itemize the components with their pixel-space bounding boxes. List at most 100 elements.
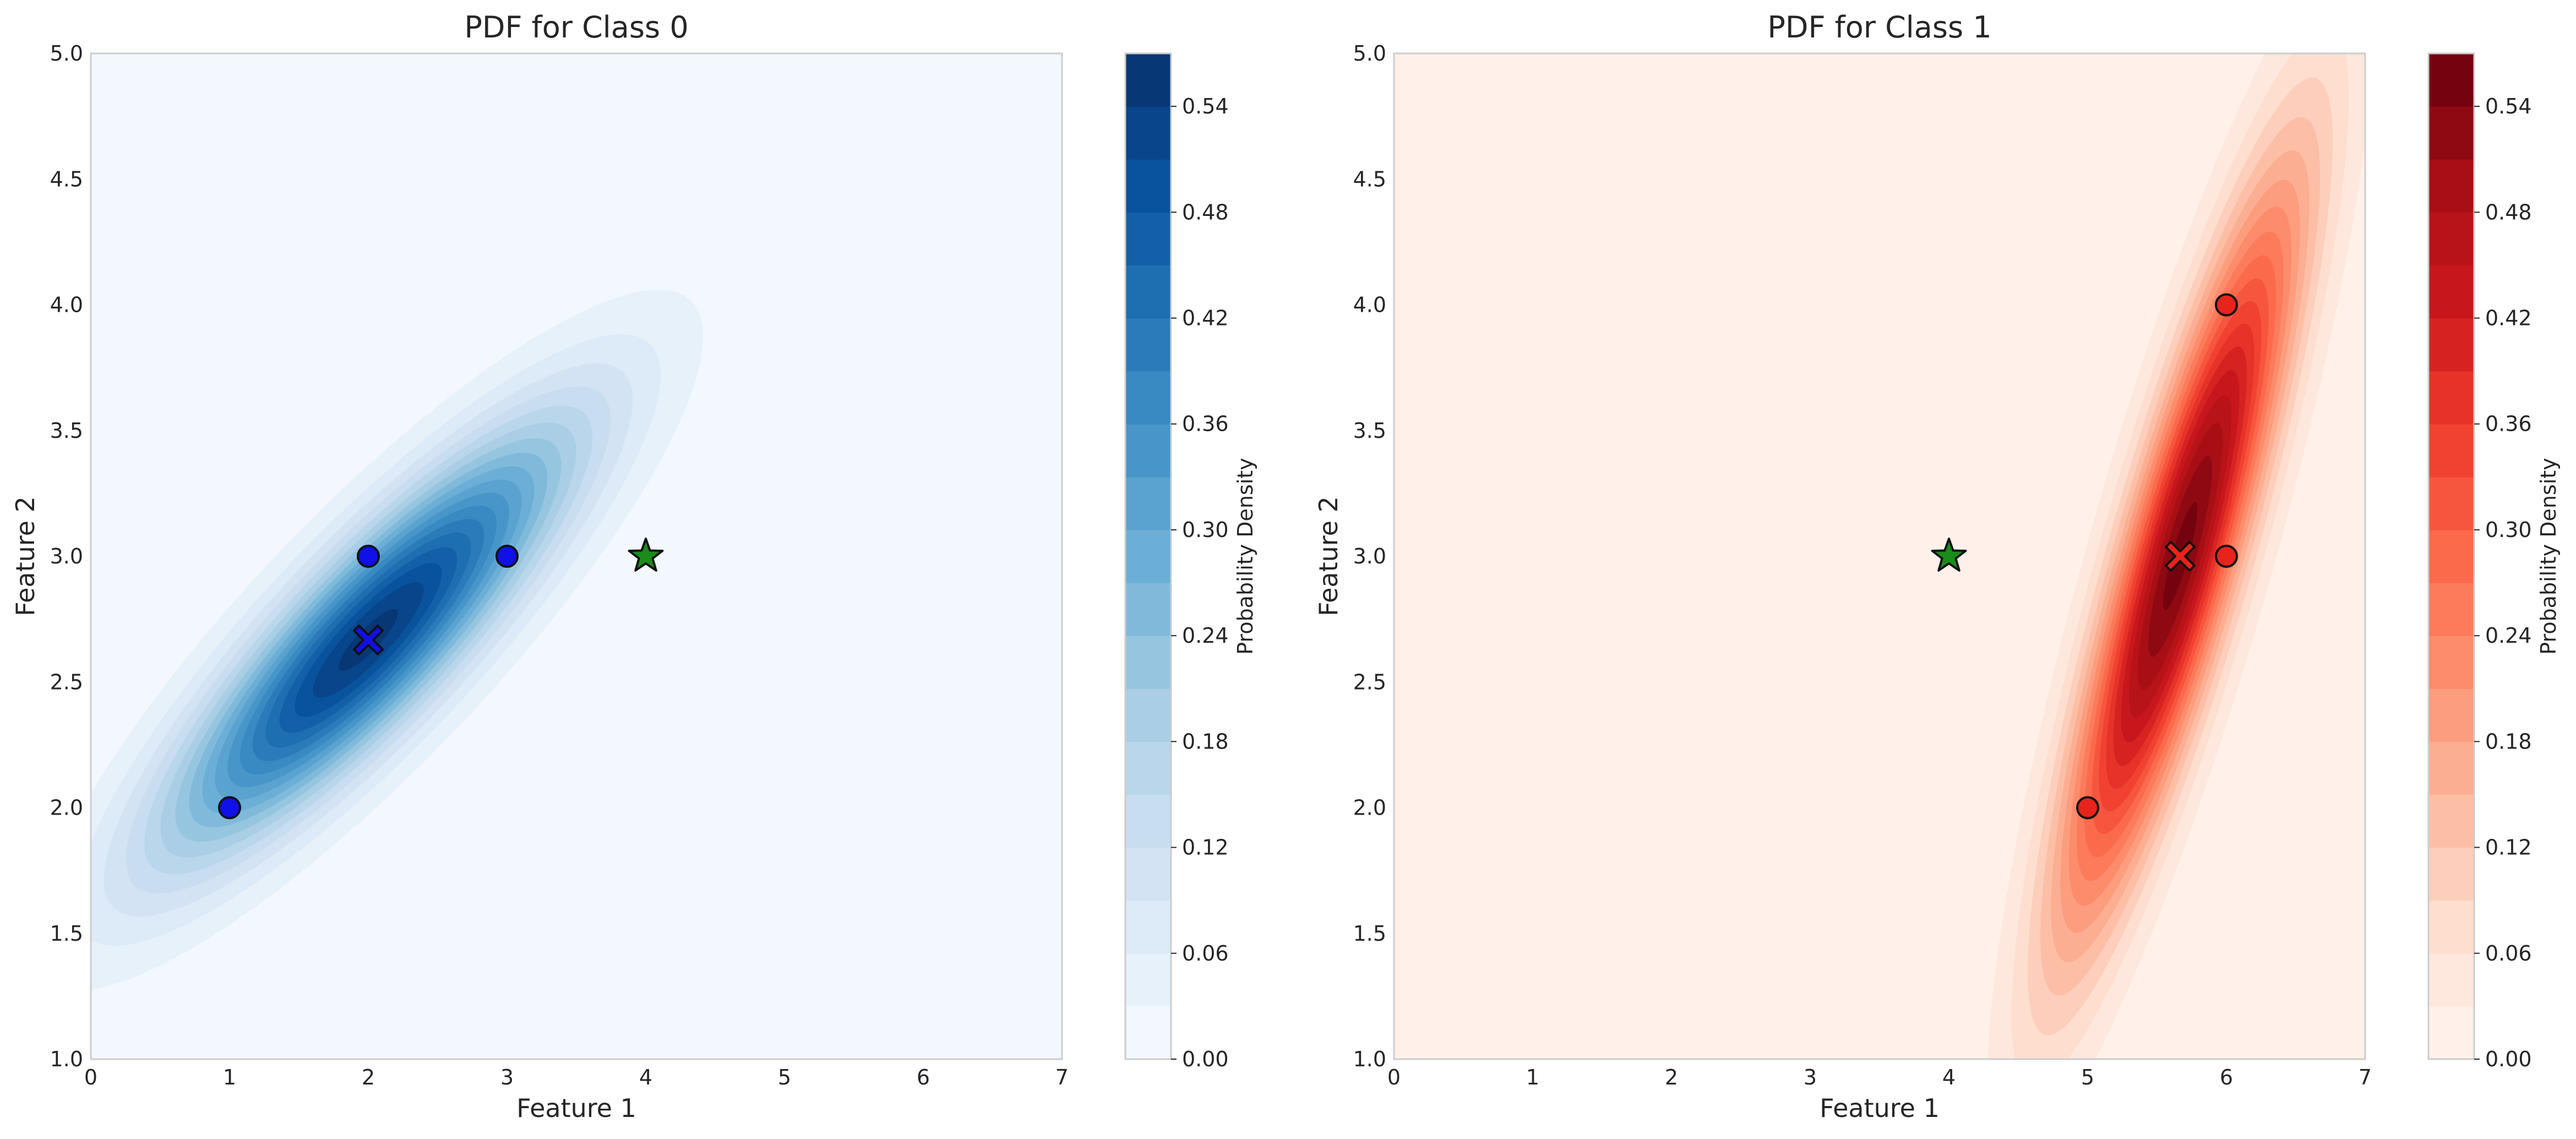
y-axis-label: Feature 2	[1314, 496, 1343, 616]
colorbar-segment	[1125, 1006, 1171, 1060]
colorbar-segment	[2428, 583, 2474, 636]
colorbar-segment	[2428, 371, 2474, 425]
colorbar-ticks: 0.00 0.06 0.12 0.18 0.24 0.30 0.36 0.42 0.48 0.54	[1171, 94, 1229, 1071]
x-tick-label: 4	[1942, 1065, 1956, 1089]
y-tick-label: 1.0	[50, 1047, 83, 1071]
colorbar-segment	[1125, 106, 1171, 160]
y-tick-label: 2.5	[1353, 670, 1386, 694]
colorbar	[2428, 53, 2474, 1060]
x-tick-label: 3	[1804, 1065, 1817, 1089]
colorbar-tick-label: 0.48	[2485, 200, 2532, 224]
colorbar-tick-label: 0.00	[1182, 1047, 1229, 1071]
x-tick-label: 0	[84, 1065, 97, 1089]
colorbar-segment	[2428, 1006, 2474, 1060]
x-axis-label: Feature 1	[516, 1093, 636, 1123]
y-tick-label: 2.0	[1353, 796, 1386, 820]
y-axis-ticks: 1.0 1.5 2.0 2.5 3.0 3.5 4.0 4.5 5.0	[1353, 41, 1386, 1071]
colorbar-segment	[1125, 53, 1171, 107]
data-point	[2215, 293, 2238, 317]
x-tick-label: 4	[639, 1065, 652, 1089]
chart-title: PDF for Class 0	[464, 10, 688, 45]
colorbar-segment	[1125, 741, 1171, 795]
y-tick-label: 2.0	[50, 796, 83, 820]
colorbar-segment	[2428, 953, 2474, 1007]
colorbar-tick-label: 0.18	[1182, 729, 1229, 753]
chart-title: PDF for Class 1	[1767, 10, 1991, 45]
colorbar-frame	[1124, 52, 1172, 1060]
colorbar-segment	[2428, 318, 2474, 372]
x-tick-label: 2	[362, 1065, 375, 1089]
y-tick-label: 5.0	[1353, 41, 1386, 66]
colorbar-tick-label: 0.36	[1182, 412, 1229, 436]
colorbar-tick-label: 0.12	[2485, 836, 2532, 860]
colorbar-segment	[1125, 265, 1171, 319]
y-tick-label: 5.0	[50, 41, 83, 66]
y-axis-ticks: 1.0 1.5 2.0 2.5 3.0 3.5 4.0 4.5 5.0	[50, 41, 83, 1071]
colorbar-segment	[1125, 159, 1171, 213]
colorbar-tick-label: 0.54	[2485, 94, 2532, 118]
contour-field	[1394, 53, 2365, 1059]
colorbar-segment	[2428, 794, 2474, 848]
plot-frame	[90, 52, 1063, 1060]
data-point	[357, 545, 380, 568]
x-tick-label: 0	[1387, 1065, 1401, 1089]
colorbar-frame	[2427, 52, 2475, 1060]
colorbar-segment	[2428, 424, 2474, 478]
x-tick-label: 6	[2220, 1065, 2233, 1089]
y-tick-label: 4.0	[50, 293, 83, 317]
colorbar-tick-label: 0.18	[2485, 729, 2532, 753]
x-tick-label: 3	[500, 1065, 514, 1089]
colorbar-tick-label: 0.24	[1182, 623, 1229, 648]
colorbar-segment	[2428, 53, 2474, 107]
colorbar-ticks: 0.00 0.06 0.12 0.18 0.24 0.30 0.36 0.42 0.48 0.54	[2474, 94, 2532, 1071]
marker-layer	[218, 538, 664, 820]
colorbar-segment	[1125, 636, 1171, 689]
x-tick-label: 7	[2359, 1065, 2372, 1089]
colorbar-segment	[1125, 371, 1171, 425]
y-tick-label: 4.0	[1353, 293, 1386, 317]
panel-class-0: PDF for Class 0 0 1 2 3 4 5 6 7 1.0 1.5 2.0 2.5 3.0…	[10, 10, 1257, 1123]
colorbar-segment	[2428, 106, 2474, 160]
colorbar-segment	[2428, 265, 2474, 319]
colorbar-segment	[2428, 212, 2474, 266]
colorbar-segment	[2428, 529, 2474, 583]
y-tick-label: 4.5	[1353, 167, 1386, 191]
colorbar-segment	[1125, 900, 1171, 954]
colorbar-segment	[1125, 476, 1171, 530]
plot-frame	[1393, 52, 2366, 1060]
x-tick-label: 1	[223, 1065, 236, 1089]
colorbar-tick-label: 0.42	[1182, 306, 1229, 330]
x-tick-label: 5	[778, 1065, 791, 1089]
x-tick-label: 7	[1055, 1065, 1069, 1089]
mean-marker	[353, 625, 384, 656]
x-axis-ticks: 0 1 2 3 4 5 6 7	[1387, 1065, 2372, 1089]
y-tick-label: 3.5	[1353, 419, 1386, 443]
colorbar-tick-label: 0.48	[1182, 200, 1229, 224]
colorbar-tick-label: 0.06	[1182, 941, 1229, 966]
y-tick-label: 2.5	[50, 670, 83, 694]
colorbar-tick-label: 0.24	[2485, 623, 2532, 648]
colorbar-segment	[1125, 847, 1171, 901]
colorbar-segment	[1125, 318, 1171, 372]
y-axis-label: Feature 2	[10, 496, 40, 616]
colorbar-segment	[1125, 212, 1171, 266]
x-tick-label: 2	[1665, 1065, 1678, 1089]
colorbar	[1125, 53, 1171, 1060]
colorbar-segment	[1125, 688, 1171, 742]
colorbar-segment	[2428, 847, 2474, 901]
y-tick-label: 4.5	[50, 167, 83, 191]
x-tick-label: 5	[2081, 1065, 2094, 1089]
colorbar-tick-label: 0.12	[1182, 836, 1229, 860]
colorbar-segment	[1125, 953, 1171, 1007]
data-point	[495, 545, 519, 568]
colorbar-segment	[1125, 583, 1171, 636]
marker-layer	[1931, 293, 2238, 820]
colorbar-segment	[1125, 424, 1171, 478]
colorbar-tick-label: 0.54	[1182, 94, 1229, 118]
y-tick-label: 1.0	[1353, 1047, 1386, 1071]
colorbar-segment	[2428, 636, 2474, 689]
colorbar-segment	[1125, 529, 1171, 583]
x-axis-label: Feature 1	[1820, 1093, 1940, 1123]
colorbar-segment	[2428, 688, 2474, 742]
